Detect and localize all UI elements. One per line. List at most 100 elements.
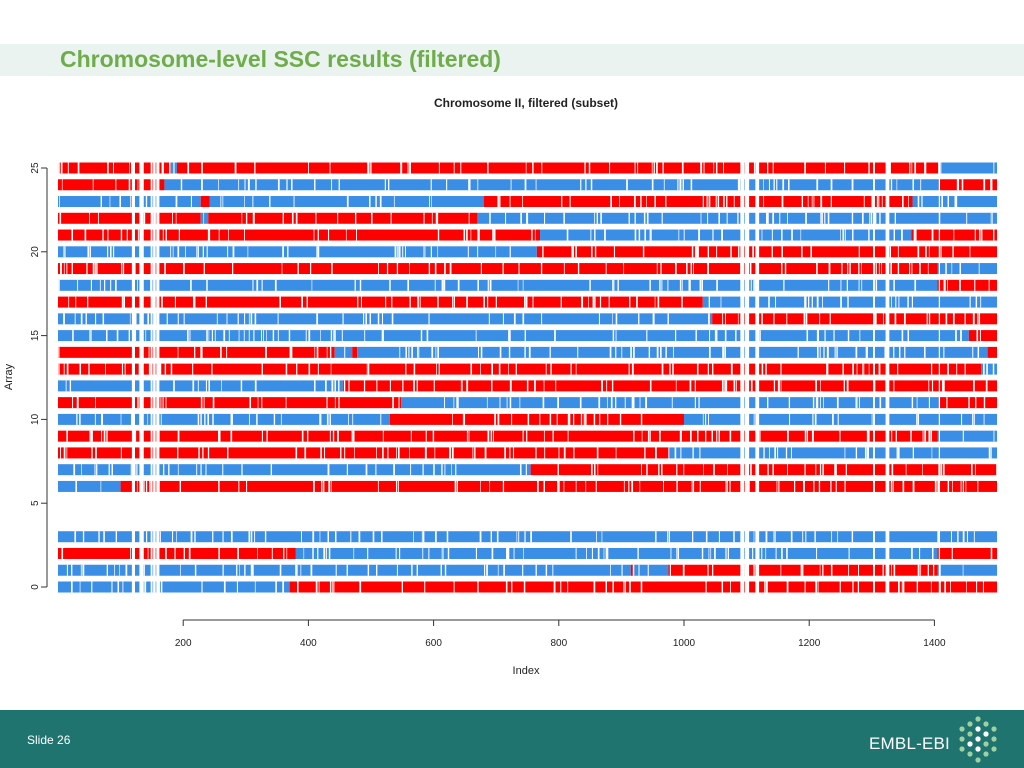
heatmap-gap-line [508, 363, 509, 375]
heatmap-gap-line [341, 330, 343, 342]
heatmap-gap-line [188, 547, 191, 559]
heatmap-gap-line [726, 480, 728, 492]
heatmap-gap-line [483, 296, 485, 308]
heatmap-gap-line [121, 263, 123, 275]
heatmap-gap-line [889, 162, 891, 174]
heatmap-gap-line [525, 464, 527, 476]
heatmap-gap-line [725, 547, 727, 559]
heatmap-gap-line [331, 263, 333, 275]
heatmap-gap-line [202, 162, 203, 174]
heatmap-gap-line [718, 212, 720, 224]
heatmap-gap-line [901, 229, 903, 241]
heatmap-gap-line [334, 380, 336, 392]
heatmap-gap-line [840, 296, 842, 308]
heatmap-gap-line [791, 229, 793, 241]
heatmap-gap-line [421, 531, 423, 543]
heatmap-gap-line [121, 363, 124, 375]
heatmap-gap-line [679, 430, 682, 442]
heatmap-gap-line [486, 397, 488, 409]
heatmap-gap-line [180, 179, 183, 191]
heatmap-gap-line [869, 212, 871, 224]
heatmap-gap-line [467, 246, 469, 258]
heatmap-gap-line [98, 531, 100, 543]
heatmap-gap-line [115, 179, 117, 191]
heatmap-gap-line [947, 480, 950, 492]
heatmap-gap-line [522, 564, 524, 576]
heatmap-gap-line [160, 363, 162, 375]
heatmap-gap-line [777, 380, 779, 392]
heatmap-gap-line [505, 581, 508, 593]
heatmap-gap-line [605, 547, 607, 559]
heatmap-gap-line [162, 397, 164, 409]
heatmap-gap-line [297, 581, 299, 593]
heatmap-gap-line [60, 162, 63, 174]
heatmap-gap-line [768, 296, 770, 308]
heatmap-gap-line [647, 430, 650, 442]
heatmap-gap-line [301, 531, 302, 543]
heatmap-gap-line [976, 581, 978, 593]
heatmap-gap-line [654, 296, 656, 308]
heatmap-gap-line [85, 313, 87, 325]
heatmap-gap-line [930, 363, 933, 375]
heatmap-gap-line [282, 212, 284, 224]
heatmap-gap-line [928, 380, 930, 392]
heatmap-gap-line [76, 413, 78, 425]
heatmap-gap-line [453, 296, 455, 308]
heatmap-gap-line [430, 246, 432, 258]
heatmap-gap-line [95, 313, 97, 325]
heatmap-gap-line [735, 330, 737, 342]
heatmap-gap-line [781, 246, 783, 258]
heatmap-gap-line [937, 531, 940, 543]
heatmap-gap-line [532, 296, 534, 308]
heatmap-gap-line [502, 263, 504, 275]
heatmap-gap-line [61, 547, 64, 559]
heatmap-gap-line [830, 564, 833, 576]
heatmap-gap-line [330, 330, 332, 342]
heatmap-gap-line [543, 480, 545, 492]
heatmap-gap-line [96, 464, 98, 476]
heatmap-gap-line [638, 229, 641, 241]
heatmap-gap-line [399, 246, 401, 258]
heatmap-gap-line [590, 229, 592, 241]
heatmap-gap-line [296, 564, 298, 576]
heatmap-gap-line [129, 162, 130, 174]
heatmap-gap-line [580, 179, 582, 191]
heatmap-gap-line [788, 179, 790, 191]
heatmap-gap-line [372, 531, 375, 543]
heatmap-gap-line [878, 363, 881, 375]
heatmap-gap-line [800, 564, 803, 576]
heatmap-gap-line [222, 464, 224, 476]
heatmap-gap-line [326, 413, 329, 425]
heatmap-gap-line [512, 447, 515, 459]
heatmap-gap-line [313, 480, 315, 492]
heatmap-gap-line [856, 397, 858, 409]
heatmap-gap-line [428, 196, 430, 208]
heatmap-gap-line [694, 246, 697, 258]
heatmap-gap-line [303, 547, 305, 559]
heatmap-gap-line [619, 196, 620, 208]
heatmap-gap-line [927, 564, 929, 576]
heatmap-gap-line [711, 430, 713, 442]
heatmap-gap-line [189, 330, 191, 342]
heatmap-gap-line [163, 464, 165, 476]
heatmap-gap-line [279, 296, 281, 308]
heatmap-gap-line [909, 162, 911, 174]
heatmap-gap-line [315, 581, 318, 593]
heatmap-gap-line [668, 447, 670, 459]
heatmap-gap-line [749, 263, 752, 275]
heatmap-gap-line [121, 296, 124, 308]
heatmap-gap-line [254, 380, 257, 392]
heatmap-gap-line [348, 413, 349, 425]
heatmap-gap-line [991, 179, 992, 191]
heatmap-gap-line [509, 330, 511, 342]
heatmap-gap-line [879, 212, 881, 224]
heatmap-gap-line [916, 581, 919, 593]
heatmap-gap-line [730, 363, 733, 375]
heatmap-gap-line [206, 330, 208, 342]
heatmap-gap-line [628, 480, 630, 492]
heatmap-gap-line [308, 162, 309, 174]
heatmap-gap-line [437, 246, 439, 258]
heatmap-gap-line [893, 229, 896, 241]
missing-index-gap [139, 161, 144, 594]
heatmap-gap-line [847, 263, 849, 275]
